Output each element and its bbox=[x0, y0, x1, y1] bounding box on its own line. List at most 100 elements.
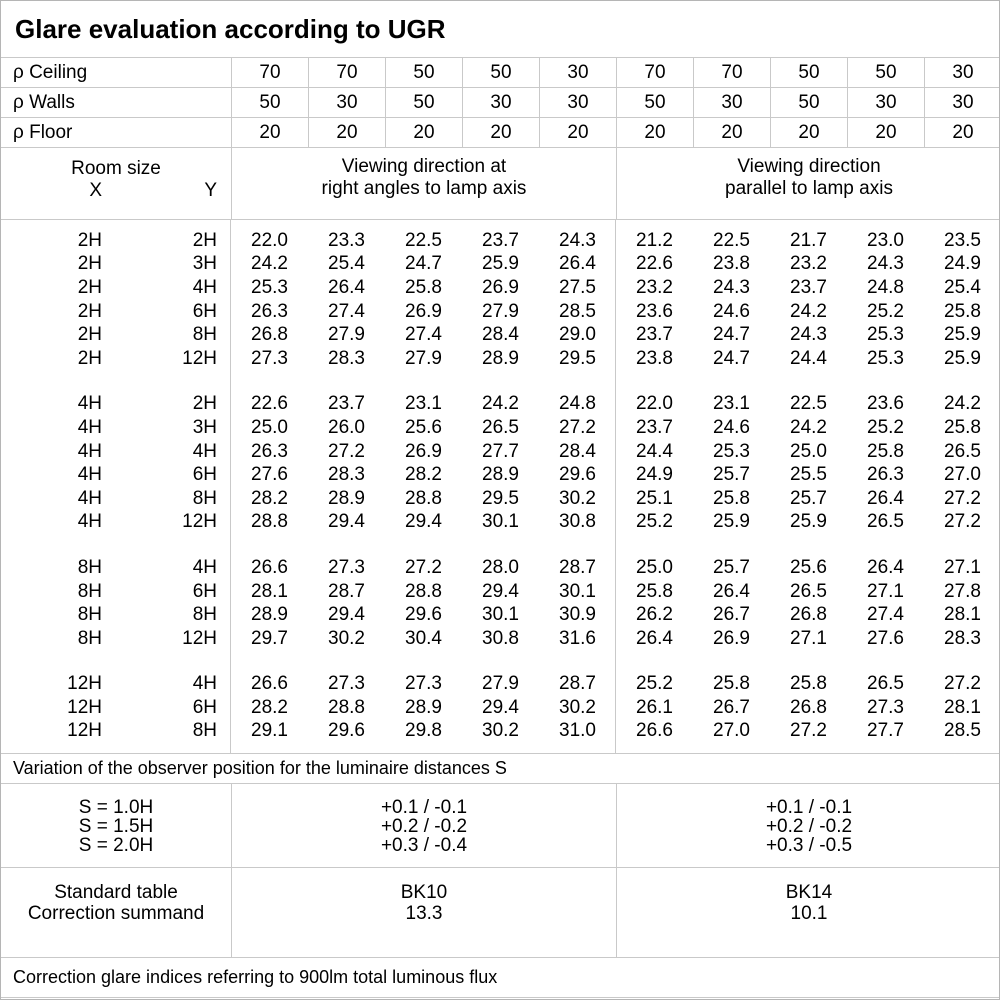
ugr-value: 28.8 bbox=[405, 580, 442, 602]
header-line: Viewing direction bbox=[737, 156, 881, 177]
ugr-value: 25.8 bbox=[944, 300, 981, 322]
ugr-value: 27.2 bbox=[944, 673, 981, 695]
ugr-value: 28.2 bbox=[251, 487, 288, 509]
ugr-value: 24.2 bbox=[944, 393, 981, 415]
ugr-value: 24.3 bbox=[559, 229, 596, 251]
ugr-value: 27.2 bbox=[944, 511, 981, 533]
ugr-value: 27.2 bbox=[790, 720, 827, 742]
ugr-value: 31.0 bbox=[559, 720, 596, 742]
ugr-value: 23.7 bbox=[636, 416, 673, 438]
ugr-value: 27.7 bbox=[867, 720, 904, 742]
ugr-value: 29.4 bbox=[328, 604, 365, 626]
ugr-value: 27.4 bbox=[405, 324, 442, 346]
room-x-value: 2H bbox=[77, 253, 102, 275]
ugr-value: 28.7 bbox=[328, 580, 365, 602]
ugr-value: 25.6 bbox=[790, 556, 827, 578]
ugr-value: 25.9 bbox=[790, 511, 827, 533]
ugr-value: 23.0 bbox=[867, 229, 904, 251]
s-value-label: S = 1.5H bbox=[78, 816, 154, 837]
s-value-labels: S = 1.0H S = 1.5H S = 2.0H bbox=[1, 784, 231, 867]
reflectance-value: 30 bbox=[539, 88, 616, 117]
reflectance-value: 20 bbox=[847, 118, 924, 147]
room-y-value: 4H bbox=[192, 556, 217, 578]
ugr-value: 28.4 bbox=[482, 324, 519, 346]
reflectance-value: 20 bbox=[462, 118, 539, 147]
ugr-value: 27.2 bbox=[944, 487, 981, 509]
room-y-value: 6H bbox=[192, 696, 217, 718]
ugr-value: 25.5 bbox=[790, 464, 827, 486]
ugr-value: 28.4 bbox=[559, 440, 596, 462]
ugr-value: 25.3 bbox=[867, 324, 904, 346]
reflectance-value: 50 bbox=[385, 88, 462, 117]
ugr-value: 25.7 bbox=[713, 464, 750, 486]
ugr-value: 23.1 bbox=[405, 393, 442, 415]
room-x-value: 8H bbox=[77, 580, 102, 602]
room-x-value: 8H bbox=[77, 556, 102, 578]
ugr-value: 25.8 bbox=[790, 673, 827, 695]
ugr-table-row: 12H 8H 29.1 29.6 29.8 30.2 31.0 26.6 27.0 27.2 27.… bbox=[1, 720, 999, 744]
ugr-value: 23.7 bbox=[328, 393, 365, 415]
correction-summand-value: 13.3 bbox=[405, 903, 443, 924]
ugr-value: 24.8 bbox=[867, 276, 904, 298]
ugr-value: 25.2 bbox=[867, 300, 904, 322]
ugr-value: 24.6 bbox=[713, 416, 750, 438]
standard-table-labels: Standard table Correction summand bbox=[1, 868, 231, 957]
room-x-value: 4H bbox=[77, 440, 102, 462]
ugr-value: 24.7 bbox=[713, 347, 750, 369]
ugr-value: 26.9 bbox=[405, 440, 442, 462]
reflectance-value: 70 bbox=[693, 58, 770, 87]
reflectance-value: 20 bbox=[924, 118, 999, 147]
ugr-value: 25.7 bbox=[713, 556, 750, 578]
ugr-value: 24.4 bbox=[636, 440, 673, 462]
variation-value: +0.3 / -0.4 bbox=[380, 835, 468, 856]
ugr-value: 26.9 bbox=[482, 276, 519, 298]
reflectance-value: 20 bbox=[231, 118, 308, 147]
ugr-value: 29.0 bbox=[559, 324, 596, 346]
reflectance-value: 70 bbox=[231, 58, 308, 87]
ugr-value: 27.3 bbox=[251, 347, 288, 369]
ugr-value: 28.9 bbox=[482, 464, 519, 486]
ugr-value: 26.8 bbox=[790, 696, 827, 718]
ugr-value: 30.8 bbox=[482, 627, 519, 649]
ugr-table-row: 8H 4H 26.6 27.3 27.2 28.0 28.7 25.0 25.7 25.6 26.4… bbox=[1, 556, 999, 580]
reflectance-value: 50 bbox=[462, 58, 539, 87]
ugr-value: 28.9 bbox=[251, 604, 288, 626]
reflectance-table: ρ Ceiling 70 70 50 50 30 70 70 50 50 30 ρ Walls 50 30… bbox=[1, 58, 999, 148]
ugr-value: 25.0 bbox=[251, 416, 288, 438]
ugr-value: 21.7 bbox=[790, 229, 827, 251]
ugr-value: 27.4 bbox=[328, 300, 365, 322]
block-gap bbox=[1, 534, 999, 556]
ugr-value: 29.6 bbox=[405, 604, 442, 626]
ugr-value: 24.3 bbox=[867, 253, 904, 275]
room-x-label: X bbox=[89, 180, 102, 201]
ugr-value: 25.9 bbox=[482, 253, 519, 275]
room-x-value: 4H bbox=[77, 416, 102, 438]
ugr-value: 22.6 bbox=[251, 393, 288, 415]
ugr-table-row: 4H 2H 22.6 23.7 23.1 24.2 24.8 22.0 23.1 22.5 23.6… bbox=[1, 393, 999, 417]
variation-value: +0.3 / -0.5 bbox=[765, 835, 853, 856]
reflectance-value: 30 bbox=[462, 88, 539, 117]
room-x-value: 2H bbox=[77, 229, 102, 251]
ugr-value: 25.4 bbox=[944, 276, 981, 298]
room-y-value: 4H bbox=[192, 440, 217, 462]
room-x-value: 12H bbox=[67, 673, 102, 695]
reflectance-value: 30 bbox=[539, 58, 616, 87]
room-y-value: 12H bbox=[182, 627, 217, 649]
ugr-value: 29.6 bbox=[559, 464, 596, 486]
ugr-value: 23.7 bbox=[482, 229, 519, 251]
ugr-value: 24.9 bbox=[944, 253, 981, 275]
ugr-value: 30.1 bbox=[482, 604, 519, 626]
ugr-value: 27.5 bbox=[559, 276, 596, 298]
standard-table-name: BK10 bbox=[400, 882, 448, 903]
ugr-value: 25.3 bbox=[251, 276, 288, 298]
ugr-value: 30.9 bbox=[559, 604, 596, 626]
room-y-value: 12H bbox=[182, 347, 217, 369]
ugr-table-row: 2H 4H 25.3 26.4 25.8 26.9 27.5 23.2 24.3 23.7 24.8… bbox=[1, 276, 999, 300]
variation-parallel-values: +0.1 / -0.1 +0.2 / -0.2 +0.3 / -0.5 bbox=[616, 784, 999, 867]
standard-table-label: Standard table bbox=[54, 882, 178, 903]
ugr-value: 30.8 bbox=[559, 511, 596, 533]
block-gap bbox=[1, 651, 999, 673]
ugr-value: 26.5 bbox=[944, 440, 981, 462]
ugr-value: 29.4 bbox=[482, 580, 519, 602]
ugr-value: 27.6 bbox=[867, 627, 904, 649]
